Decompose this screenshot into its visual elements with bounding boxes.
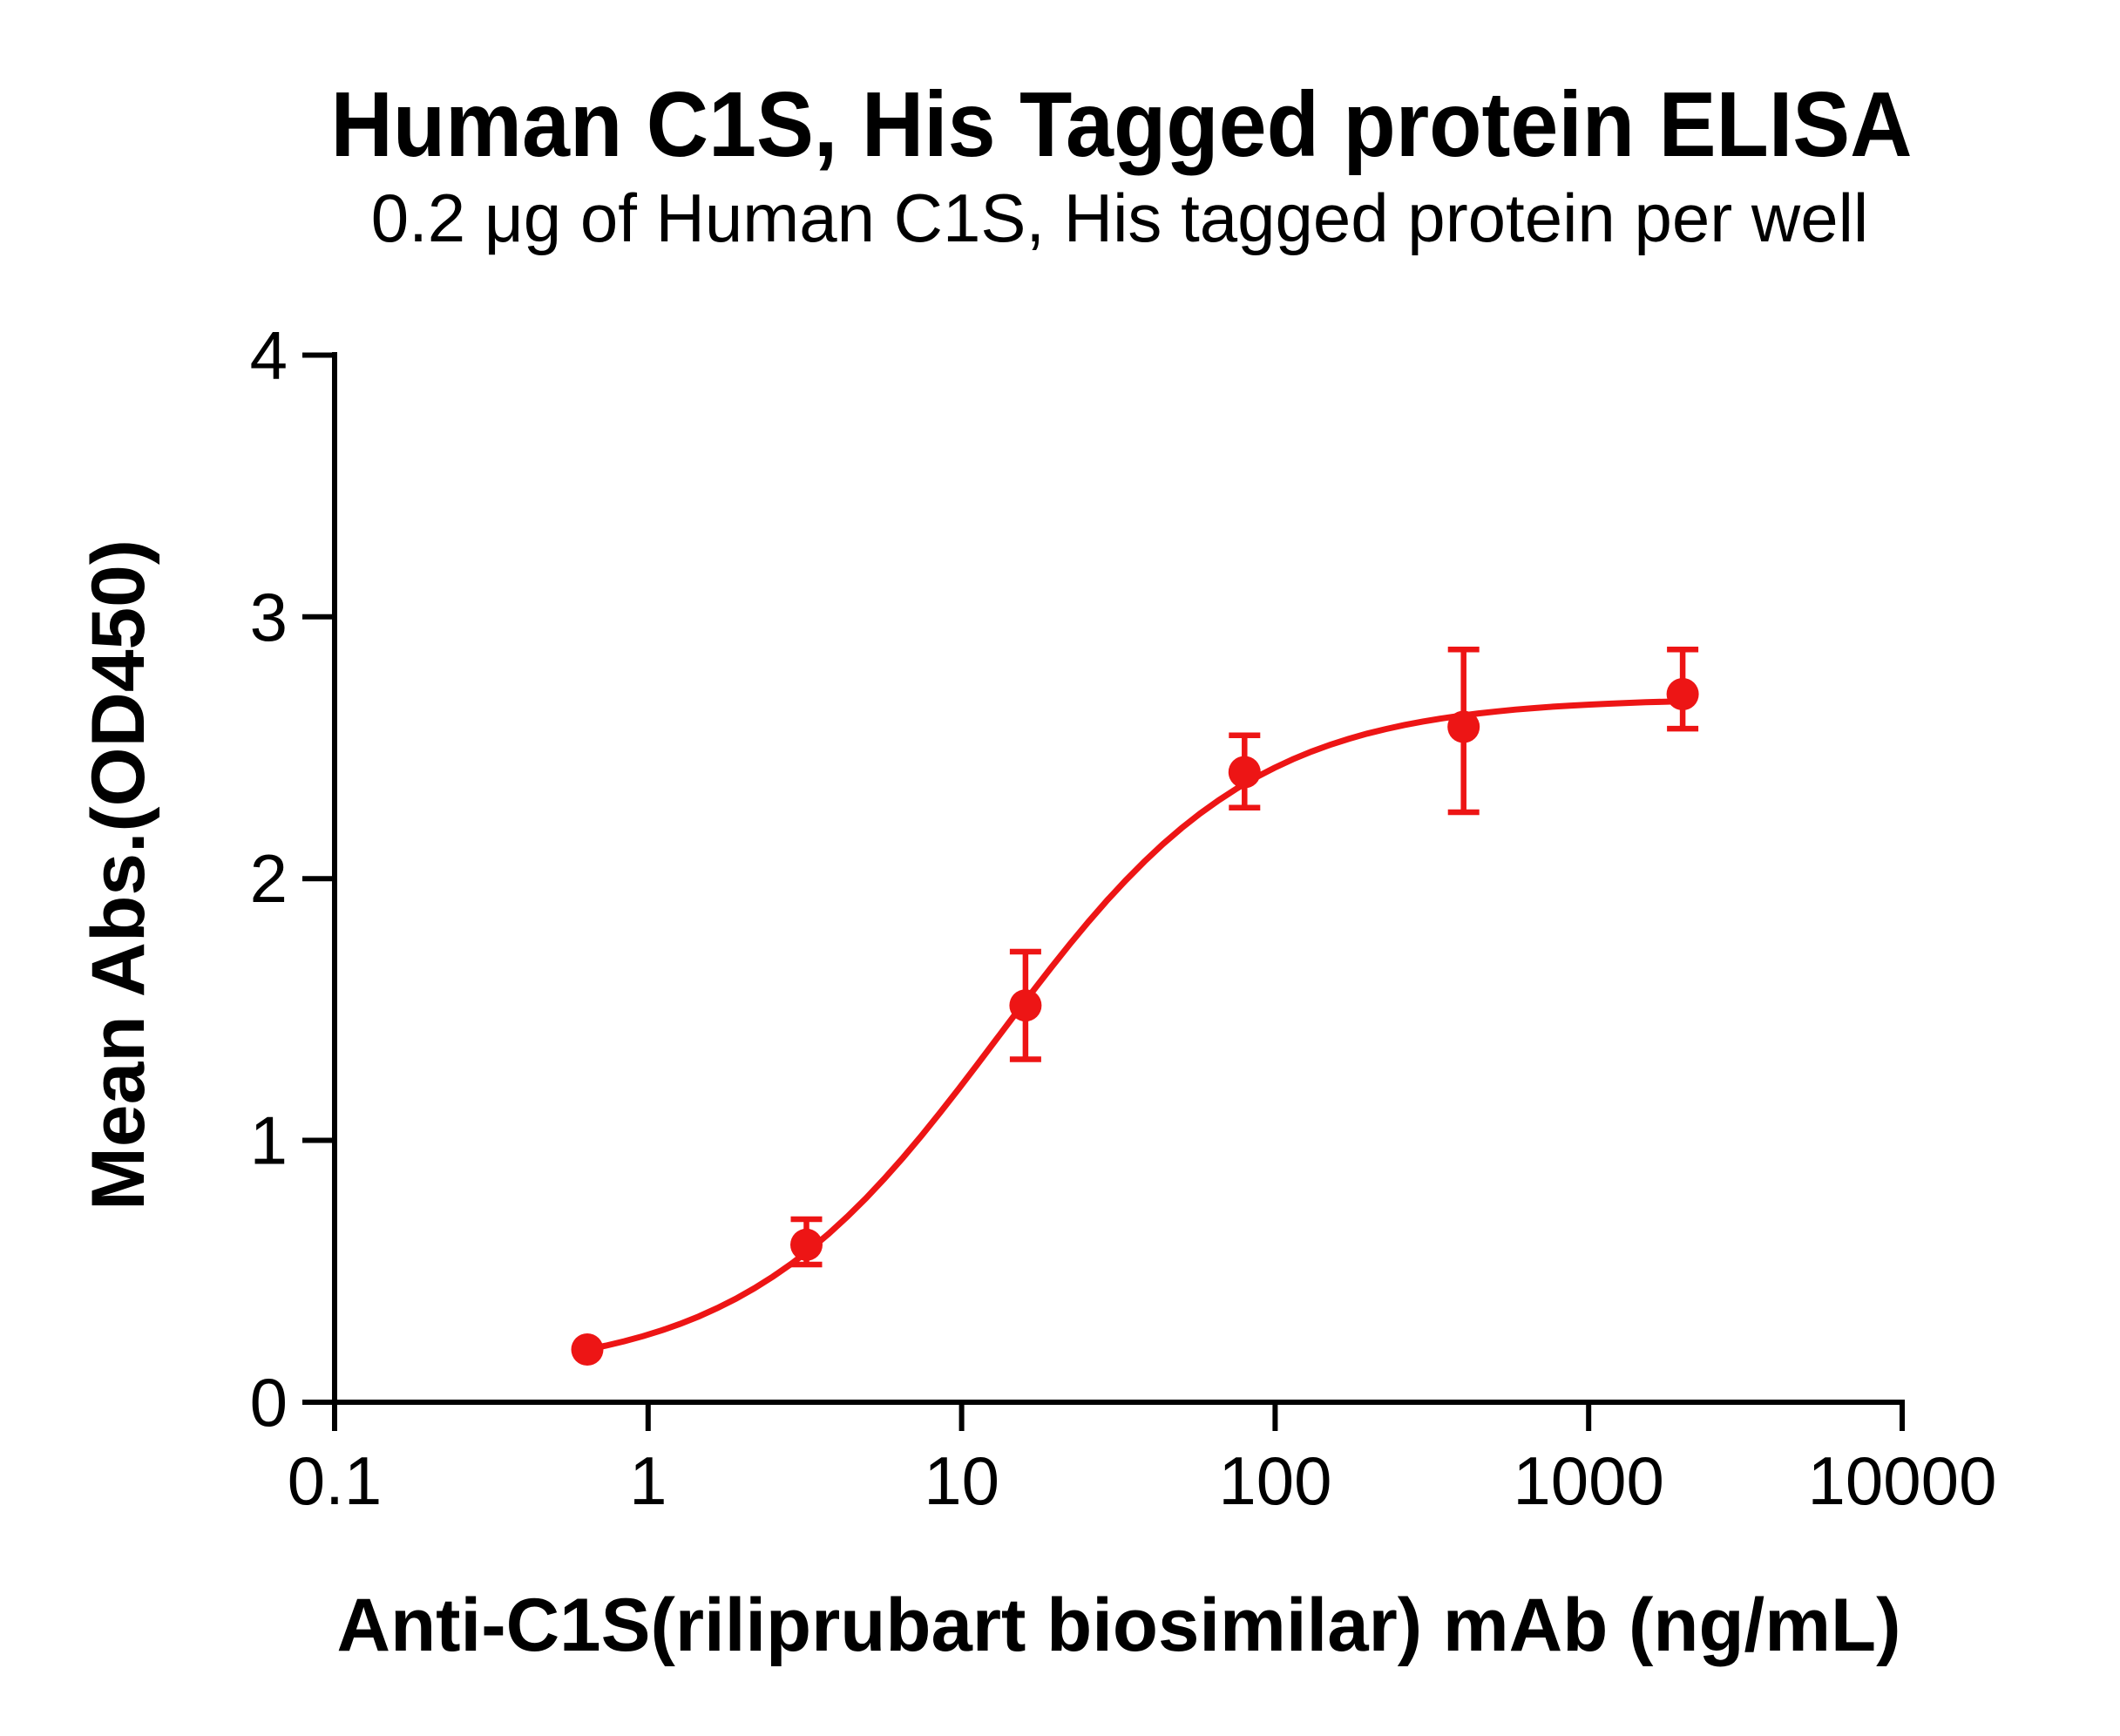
svg-text:0.1: 0.1 [288, 1442, 382, 1519]
svg-text:1: 1 [629, 1442, 667, 1519]
svg-text:Human C1S, His Tagged protein: Human C1S, His Tagged protein ELISA [331, 73, 1913, 176]
svg-text:4: 4 [250, 317, 288, 394]
svg-text:10: 10 [924, 1442, 999, 1519]
svg-text:2: 2 [250, 840, 288, 917]
svg-text:100: 100 [1218, 1442, 1331, 1519]
svg-text:1: 1 [250, 1102, 288, 1179]
svg-text:10000: 10000 [1808, 1442, 1997, 1519]
svg-text:0: 0 [250, 1364, 288, 1441]
svg-text:Anti-C1S(riliprubart biosimila: Anti-C1S(riliprubart biosimilar) mAb (ng… [337, 1583, 1901, 1667]
svg-text:3: 3 [250, 579, 288, 655]
svg-text:1000: 1000 [1513, 1442, 1664, 1519]
svg-text:Mean Abs.(OD450): Mean Abs.(OD450) [77, 539, 160, 1210]
svg-text:0.2 μg of Human C1S, His tagge: 0.2 μg of Human C1S, His tagged protein … [371, 180, 1869, 256]
